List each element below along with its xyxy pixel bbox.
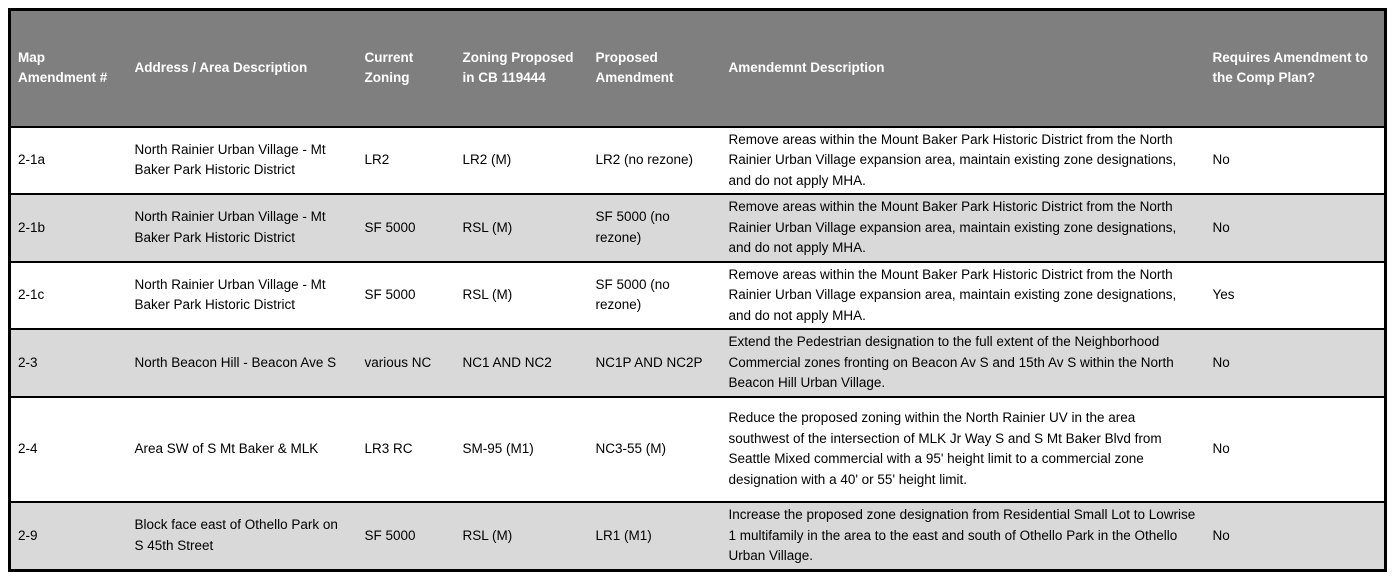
cell-current_zoning: SF 5000 (357, 260, 456, 329)
cell-id: 2-1c (9, 260, 128, 329)
table-row: 2-1a North Rainier Urban Village - Mt Bak… (9, 125, 1386, 194)
cell-address: North Rainier Urban Village - Mt Baker P… (127, 125, 358, 194)
cell-description: Increase the proposed zone designation f… (721, 500, 1206, 571)
cell-proposed_amendment: NC1P AND NC2P (588, 328, 722, 397)
cell-address: Area SW of S Mt Baker & MLK (127, 395, 358, 502)
cell-description: Remove areas within the Mount Baker Park… (721, 193, 1206, 262)
cell-proposed_amendment: LR1 (M1) (588, 500, 722, 571)
cell-current_zoning: LR2 (357, 125, 456, 194)
cell-current_zoning: LR3 RC (357, 395, 456, 502)
column-header-current_zoning: Current Zoning (357, 9, 456, 128)
column-header-proposed_amendment: Proposed Amendment (588, 9, 722, 128)
table-body: 2-1a North Rainier Urban Village - Mt Bak… (9, 125, 1386, 571)
cell-address: North Rainier Urban Village - Mt Baker P… (127, 260, 358, 329)
cell-proposed_amendment: LR2 (no rezone) (588, 125, 722, 194)
table-header: Map Amendment # Address / Area Descriptio… (9, 9, 1386, 128)
cell-requires_comp_plan: No (1205, 125, 1386, 194)
cell-zoning_proposed_cb: SM-95 (M1) (455, 395, 589, 502)
cell-zoning_proposed_cb: RSL (M) (455, 193, 589, 262)
cell-zoning_proposed_cb: LR2 (M) (455, 125, 589, 194)
column-header-requires_comp_plan: Requires Amendment to the Comp Plan? (1205, 9, 1386, 128)
cell-proposed_amendment: SF 5000 (no rezone) (588, 260, 722, 329)
cell-id: 2-4 (9, 395, 128, 502)
zoning-amendments-table: Map Amendment # Address / Area Descriptio… (8, 8, 1387, 572)
column-header-address: Address / Area Description (127, 9, 358, 128)
cell-description: Remove areas within the Mount Baker Park… (721, 260, 1206, 329)
cell-description: Reduce the proposed zoning within the No… (721, 395, 1206, 502)
cell-zoning_proposed_cb: RSL (M) (455, 260, 589, 329)
cell-proposed_amendment: NC3-55 (M) (588, 395, 722, 502)
cell-proposed_amendment: SF 5000 (no rezone) (588, 193, 722, 262)
column-header-description: Amendemnt Description (721, 9, 1206, 128)
cell-zoning_proposed_cb: NC1 AND NC2 (455, 328, 589, 397)
cell-id: 2-1a (9, 125, 128, 194)
table-row: 2-9 Block face east of Othello Park on S … (9, 500, 1386, 571)
column-header-id: Map Amendment # (9, 9, 128, 128)
cell-id: 2-9 (9, 500, 128, 571)
cell-address: Block face east of Othello Park on S 45t… (127, 500, 358, 571)
cell-current_zoning: SF 5000 (357, 193, 456, 262)
cell-id: 2-3 (9, 328, 128, 397)
cell-description: Remove areas within the Mount Baker Park… (721, 125, 1206, 194)
cell-requires_comp_plan: No (1205, 328, 1386, 397)
table-row: 2-1c North Rainier Urban Village - Mt Bak… (9, 260, 1386, 329)
column-header-zoning_proposed_cb: Zoning Proposed in CB 119444 (455, 9, 589, 128)
cell-requires_comp_plan: No (1205, 193, 1386, 262)
cell-current_zoning: various NC (357, 328, 456, 397)
table-row: 2-1b North Rainier Urban Village - Mt Bak… (9, 193, 1386, 262)
cell-current_zoning: SF 5000 (357, 500, 456, 571)
cell-description: Extend the Pedestrian designation to the… (721, 328, 1206, 397)
cell-address: North Beacon Hill - Beacon Ave S (127, 328, 358, 397)
cell-address: North Rainier Urban Village - Mt Baker P… (127, 193, 358, 262)
cell-zoning_proposed_cb: RSL (M) (455, 500, 589, 571)
table-header-row: Map Amendment # Address / Area Descriptio… (9, 9, 1386, 128)
cell-requires_comp_plan: No (1205, 500, 1386, 571)
cell-id: 2-1b (9, 193, 128, 262)
cell-requires_comp_plan: No (1205, 395, 1386, 502)
cell-requires_comp_plan: Yes (1205, 260, 1386, 329)
table-row: 2-4 Area SW of S Mt Baker & MLK LR3 RC SM-9… (9, 395, 1386, 502)
